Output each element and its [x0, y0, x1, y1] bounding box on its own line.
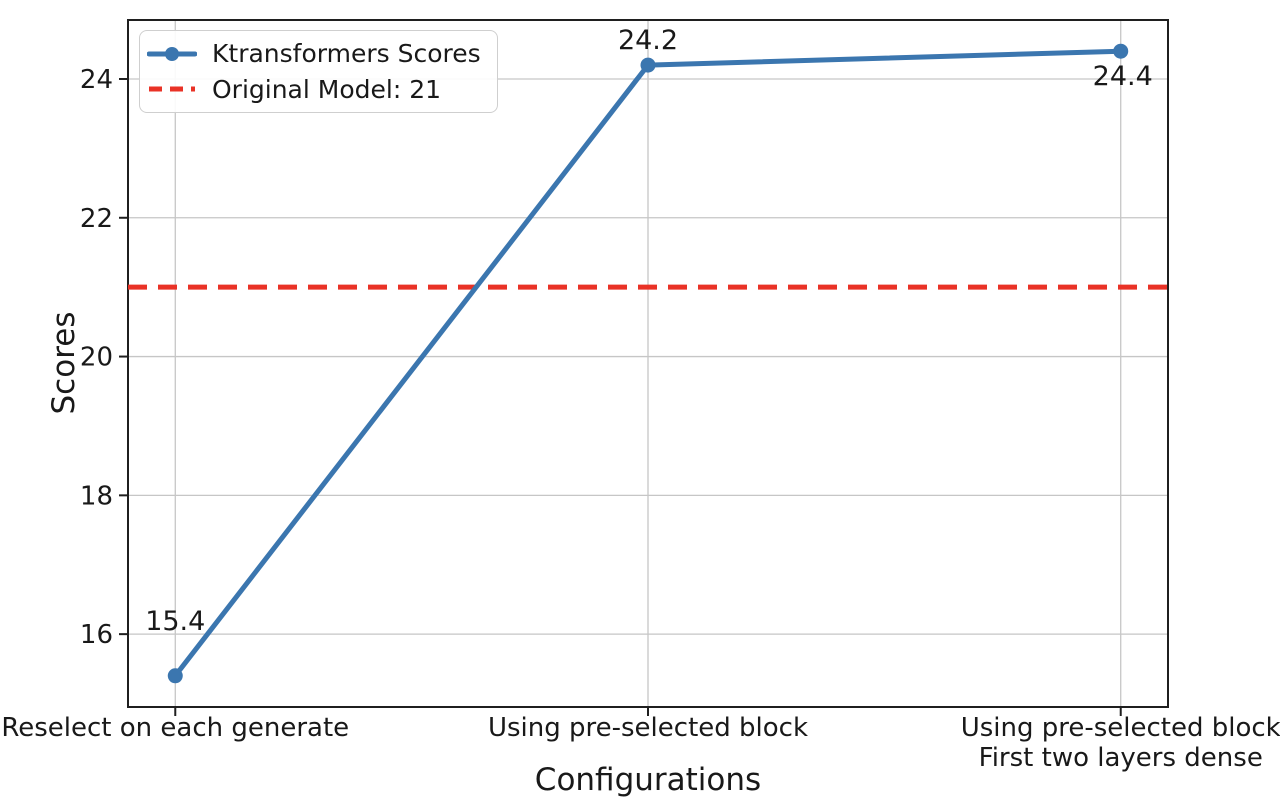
- legend-reference-line-icon: [149, 86, 195, 92]
- y-axis-label: Scores: [46, 311, 82, 415]
- legend-series-label: Ktransformers Scores: [212, 39, 481, 68]
- data-point-marker: [167, 668, 183, 684]
- y-tick-label: 20: [80, 343, 113, 373]
- legend: Ktransformers Scores Original Model: 21: [139, 30, 498, 113]
- y-tick-label: 22: [80, 204, 113, 234]
- data-label: 15.4: [145, 606, 205, 637]
- legend-item-series: Ktransformers Scores: [147, 40, 481, 68]
- y-tick-label: 24: [80, 65, 113, 95]
- y-tick-label: 18: [80, 481, 113, 511]
- data-point-marker: [1113, 43, 1129, 59]
- legend-series-line-icon: [147, 46, 197, 61]
- x-tick-label: Using pre-selected block: [961, 713, 1280, 743]
- data-point-marker: [640, 57, 656, 73]
- y-tick-label: 16: [80, 620, 113, 650]
- x-tick-label: First two layers dense: [979, 743, 1263, 773]
- x-tick-label: Reselect on each generate: [1, 713, 349, 743]
- legend-item-reference: Original Model: 21: [147, 74, 481, 104]
- data-label: 24.2: [618, 25, 678, 56]
- x-tick-label: Using pre-selected block: [488, 713, 808, 743]
- data-label: 24.4: [1093, 61, 1153, 92]
- x-axis-label: Configurations: [534, 762, 762, 798]
- legend-reference-label: Original Model: 21: [212, 74, 442, 104]
